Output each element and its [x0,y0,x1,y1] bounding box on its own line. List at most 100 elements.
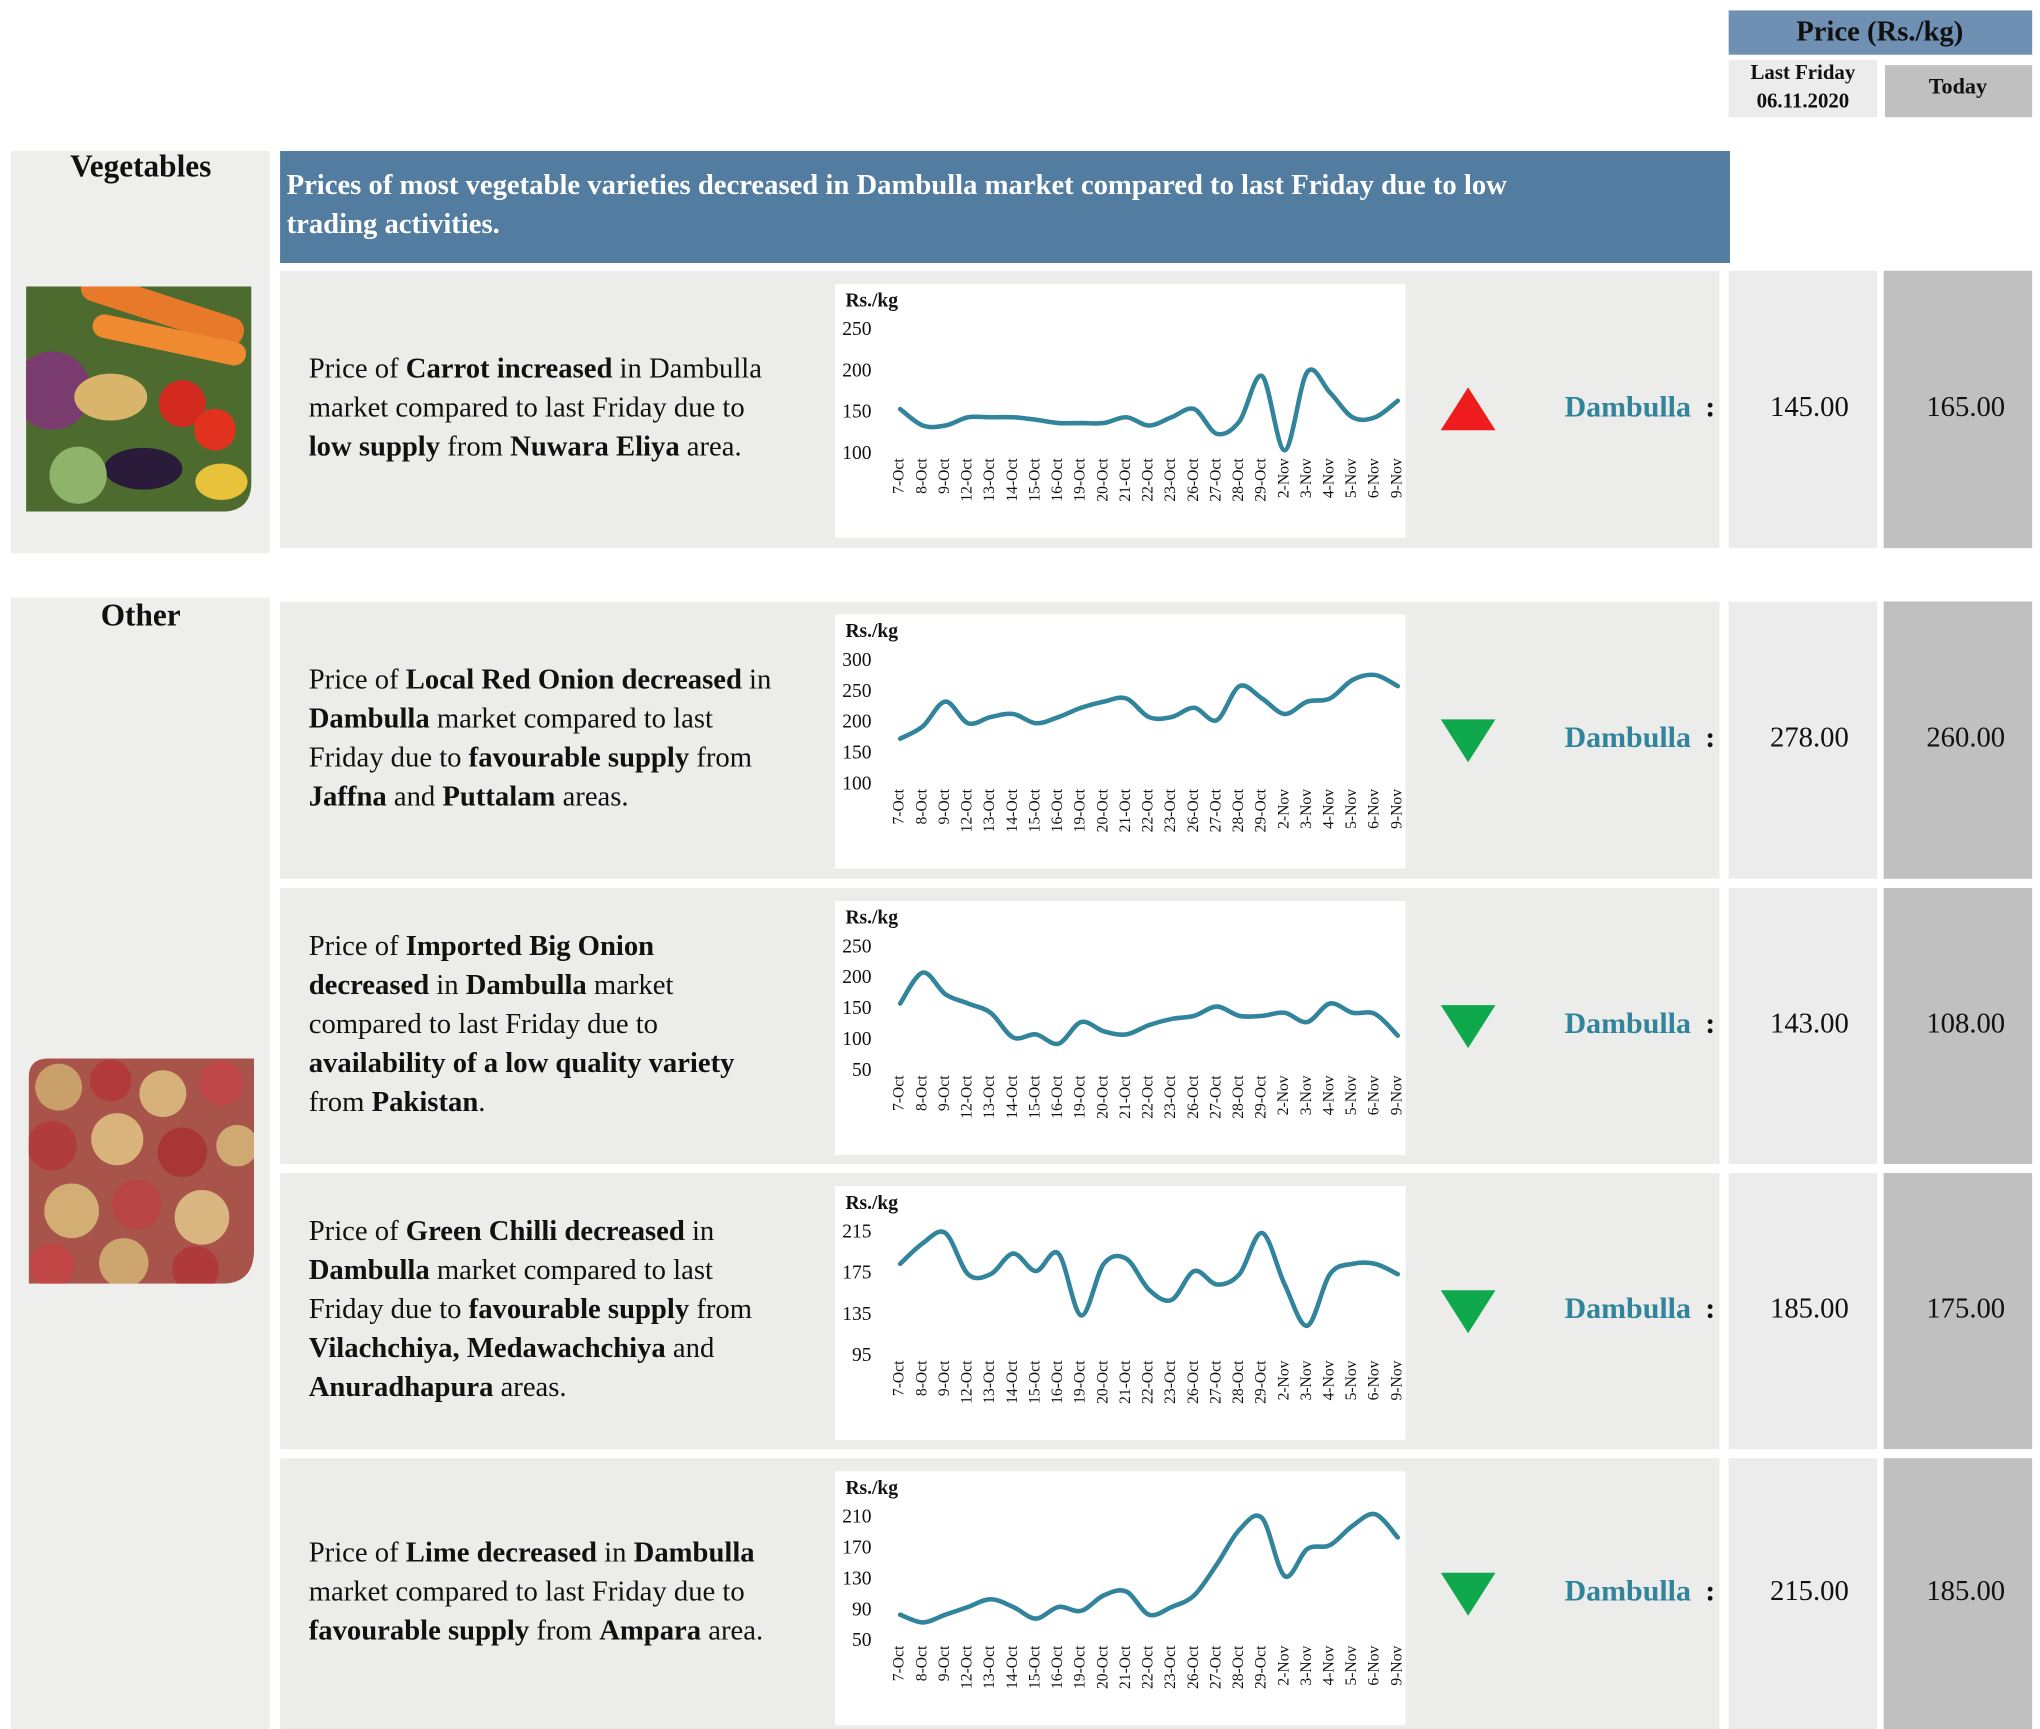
description-segment: areas. [493,1371,566,1403]
x-tick-label: 20-Oct [1094,1645,1111,1689]
description-segment: Local Red Onion decreased [406,663,742,695]
description-line: compared to last Friday due to [309,1008,658,1040]
price-line [897,672,1401,741]
y-axis-label: Rs./kg [845,1193,898,1214]
x-tick-label: 9-Oct [936,788,953,824]
today-header: Today [1929,74,1987,99]
description-segment: Vilachchiya, Medawachchiya [309,1332,666,1364]
x-tick-label: 21-Oct [1117,458,1134,502]
x-tick-label: 28-Oct [1230,1645,1247,1689]
x-tick-label: 26-Oct [1185,1360,1202,1404]
y-tick-label: 150 [842,402,872,423]
x-tick-label: 20-Oct [1094,458,1111,502]
last-friday-cell [1728,887,1878,1164]
x-tick-label: 9-Oct [936,1075,953,1111]
trend-arrow-up [1440,387,1496,431]
onion-image [28,1058,255,1284]
x-tick-label: 28-Oct [1230,458,1247,502]
description-line: Dambulla market compared to last [309,702,713,734]
description-line: Price of Imported Big Onion [309,929,654,961]
y-tick-label: 95 [852,1345,872,1366]
market-colon: : [1705,390,1715,423]
description-segment: Ampara [599,1614,701,1646]
y-tick-label: 200 [842,360,872,381]
y-tick-label: 100 [842,774,872,795]
x-tick-label: 14-Oct [1004,1645,1021,1689]
y-tick-label: 210 [842,1507,872,1528]
last-friday-price: 215.00 [1770,1575,1849,1607]
y-tick-label: 150 [842,998,872,1019]
x-tick-label: 23-Oct [1162,1645,1179,1689]
x-tick-label: 6-Nov [1366,789,1383,829]
market-colon: : [1705,1574,1715,1607]
x-tick-label: 4-Nov [1320,1075,1337,1115]
x-tick-label: 13-Oct [981,788,998,832]
today-price: 260.00 [1926,722,2005,754]
x-tick-label: 14-Oct [1004,1075,1021,1119]
x-tick-label: 15-Oct [1026,788,1043,832]
x-tick-label: 29-Oct [1253,458,1270,502]
description-line: availability of a low quality variety [309,1047,735,1079]
x-tick-label: 23-Oct [1162,1360,1179,1404]
description-segment: Imported Big Onion [406,929,654,961]
market-name: Dambulla [1565,390,1691,423]
description-line: low supply from Nuwara Eliya area. [309,430,742,462]
x-tick-label: 9-Oct [936,1360,953,1396]
description-segment: and [387,780,443,812]
description-segment: Price of [309,1215,406,1247]
x-tick-label: 21-Oct [1117,1360,1134,1404]
today-box [1884,65,2033,118]
market-name: Dambulla [1565,1007,1691,1040]
x-tick-label: 16-Oct [1049,458,1066,502]
last-friday-cell [1728,601,1878,879]
description-segment: area. [701,1614,763,1646]
last-friday-cell [1728,1173,1878,1450]
today-price: 175.00 [1926,1293,2005,1325]
y-tick-label: 50 [852,1060,872,1081]
x-tick-label: 26-Oct [1185,1075,1202,1119]
description-segment: market compared to last Friday due to [309,1575,745,1607]
x-tick-label: 21-Oct [1117,788,1134,832]
price-line [897,1229,1401,1328]
x-tick-label: 6-Nov [1366,1645,1383,1685]
section-label: Vegetables [70,148,211,183]
description-segment: Price of [309,1536,406,1568]
description-segment: Dambulla [466,968,587,1000]
description-segment: area. [680,430,742,462]
x-tick-label: 27-Oct [1207,788,1224,832]
description-segment: Friday due to [309,741,469,773]
description-line: market compared to last Friday due to [309,1575,745,1607]
x-tick-label: 8-Oct [913,458,930,494]
price-header-box [1728,10,2033,55]
description-line: from Pakistan. [309,1086,486,1118]
description-segment: in [429,968,466,1000]
x-tick-label: 15-Oct [1026,458,1043,502]
description-segment: and [666,1332,715,1364]
y-tick-label: 100 [842,1029,872,1050]
x-tick-label: 16-Oct [1049,1075,1066,1119]
today-cell [1883,1173,2033,1450]
description-line: favourable supply from Ampara area. [309,1614,763,1646]
x-tick-label: 12-Oct [959,1075,976,1119]
description-segment: availability of a low quality variety [309,1047,735,1079]
description-segment: in [597,1536,634,1568]
x-tick-label: 9-Nov [1388,458,1405,498]
last-friday-cell [1728,270,1878,549]
description-segment: market [587,968,674,1000]
x-tick-label: 19-Oct [1072,1075,1089,1119]
description-line: Friday due to favourable supply from [309,741,752,773]
today-cell [1883,1458,2033,1729]
x-tick-label: 6-Nov [1366,1360,1383,1400]
x-tick-label: 6-Nov [1366,458,1383,498]
description-line: Jaffna and Puttalam areas. [309,780,629,812]
description-segment: from [689,741,752,773]
description-segment: Price of [309,663,406,695]
description-segment: from [529,1614,599,1646]
trend-arrow-down [1440,1572,1496,1616]
y-tick-label: 135 [842,1304,871,1325]
x-tick-label: 12-Oct [959,1360,976,1404]
description-line: Vilachchiya, Medawachchiya and [309,1332,715,1364]
x-tick-label: 3-Nov [1298,458,1315,498]
y-tick-label: 250 [842,681,872,702]
market-name: Dambulla [1565,721,1691,754]
